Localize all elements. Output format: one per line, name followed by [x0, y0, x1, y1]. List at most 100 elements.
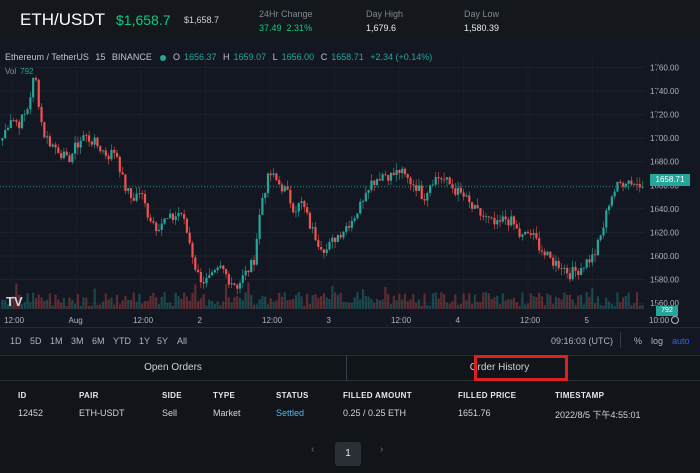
candle-body	[107, 155, 110, 160]
volume-bar	[448, 303, 451, 309]
tab-open-orders[interactable]: Open Orders	[0, 356, 347, 380]
next-page-button[interactable]: ›	[380, 444, 384, 455]
page-1-button[interactable]: 1	[335, 442, 361, 466]
candle-body	[4, 130, 7, 139]
candle-body	[392, 172, 395, 176]
candle-body	[373, 180, 376, 185]
candle-body	[454, 188, 457, 195]
volume-bar	[434, 292, 437, 309]
tf-1y[interactable]: 1Y	[139, 336, 151, 346]
volume-bar	[26, 293, 29, 309]
candle-body	[554, 260, 558, 266]
volume-bar	[599, 305, 602, 309]
candle-body	[166, 218, 169, 219]
volume-bar	[90, 305, 93, 309]
candle-body	[476, 205, 479, 209]
candle-body	[504, 216, 507, 220]
cell-pair: ETH-USDT	[79, 408, 125, 418]
percent-scale-toggle[interactable]: %	[634, 336, 643, 346]
volume-bar	[99, 304, 102, 309]
candle-body	[127, 188, 130, 191]
candle-body	[227, 274, 230, 285]
candle-body	[51, 144, 54, 147]
candle-body	[185, 218, 189, 233]
ohlc-h: 1659.07	[233, 52, 267, 62]
volume-bar	[465, 300, 468, 309]
candle-body	[210, 272, 214, 276]
volume-bar	[563, 292, 566, 309]
settings-gear-icon[interactable]	[671, 316, 679, 324]
volume-bar	[568, 294, 572, 309]
volume-bar	[127, 299, 130, 309]
volume-bar	[593, 303, 597, 309]
volume-bar	[261, 295, 264, 309]
candle-body	[633, 183, 636, 185]
volume-bar	[65, 305, 68, 309]
auto-scale-toggle[interactable]: auto	[672, 336, 690, 346]
candle-body	[524, 231, 527, 235]
last-price-marker: 1658.71	[650, 174, 690, 186]
candle-body	[574, 266, 577, 271]
volume-bar	[440, 292, 443, 309]
y-tick-label: 1560.00	[650, 299, 679, 308]
volume-bar	[378, 300, 381, 309]
candle-body	[292, 203, 295, 213]
timeframe-bar: 1D 5D 1M 3M 6M YTD 1Y 5Y All 09:16:03 (U…	[0, 327, 700, 354]
stat-24h-change: 24Hr Change 37.49 2.31%	[259, 9, 313, 33]
volume-bar	[180, 298, 183, 309]
stat-24h-change-value: 37.49 2.31%	[259, 23, 313, 33]
price-chart[interactable]: 1760.001740.001720.001700.001680.001660.…	[0, 44, 700, 327]
volume-bar	[121, 300, 124, 309]
candle-body	[498, 220, 502, 222]
tf-ytd[interactable]: YTD	[113, 336, 131, 346]
candle-body	[194, 257, 197, 270]
volume-bar	[146, 300, 149, 309]
tf-1m[interactable]: 1M	[50, 336, 63, 346]
tf-1d[interactable]: 1D	[10, 336, 22, 346]
candle-body	[529, 233, 532, 235]
candlestick-chart-svg[interactable]: 1760.001740.001720.001700.001680.001660.…	[0, 44, 700, 327]
cell-id: 12452	[18, 408, 44, 418]
volume-bar	[308, 304, 312, 309]
volume-bar	[34, 298, 38, 309]
candle-body	[552, 257, 555, 266]
y-tick-label: 1580.00	[650, 276, 679, 285]
volume-bar	[350, 302, 353, 309]
candle-body	[99, 146, 102, 152]
col-type: TYPE	[213, 391, 236, 400]
tab-order-history[interactable]: Order History	[347, 356, 700, 380]
ohlc-o-label: O	[172, 52, 180, 62]
volume-bar	[141, 303, 144, 309]
candle-body	[585, 259, 588, 268]
candle-body	[543, 251, 546, 256]
volume-bar	[113, 304, 116, 309]
volume-bar	[314, 294, 317, 309]
prev-page-button[interactable]: ‹	[311, 444, 315, 455]
volume-bar	[336, 294, 339, 309]
tf-6m[interactable]: 6M	[92, 336, 105, 346]
candle-body	[213, 270, 216, 273]
stat-24h-change-label: 24Hr Change	[259, 9, 313, 19]
candle-body	[160, 223, 163, 230]
tf-all[interactable]: All	[177, 336, 188, 346]
tf-3m[interactable]: 3M	[71, 336, 84, 346]
tf-5y[interactable]: 5Y	[157, 336, 169, 346]
candle-body	[401, 168, 404, 174]
tf-5d[interactable]: 5D	[30, 336, 42, 346]
volume-bar	[174, 292, 177, 309]
candle-body	[48, 136, 52, 147]
candle-body	[90, 141, 93, 145]
volume-bar	[574, 304, 577, 309]
volume-bar	[429, 305, 432, 309]
candle-body	[456, 187, 460, 195]
volume-bar	[46, 299, 49, 309]
volume-bar	[364, 296, 367, 309]
candle-body	[619, 181, 622, 184]
log-scale-toggle[interactable]: log	[651, 336, 664, 346]
volume-bar	[538, 292, 541, 309]
candle-body	[443, 179, 446, 181]
tradingview-logo[interactable]: TV	[6, 294, 23, 309]
candle-body	[101, 150, 105, 152]
candle-body	[280, 184, 284, 192]
volume-bar	[171, 305, 175, 309]
